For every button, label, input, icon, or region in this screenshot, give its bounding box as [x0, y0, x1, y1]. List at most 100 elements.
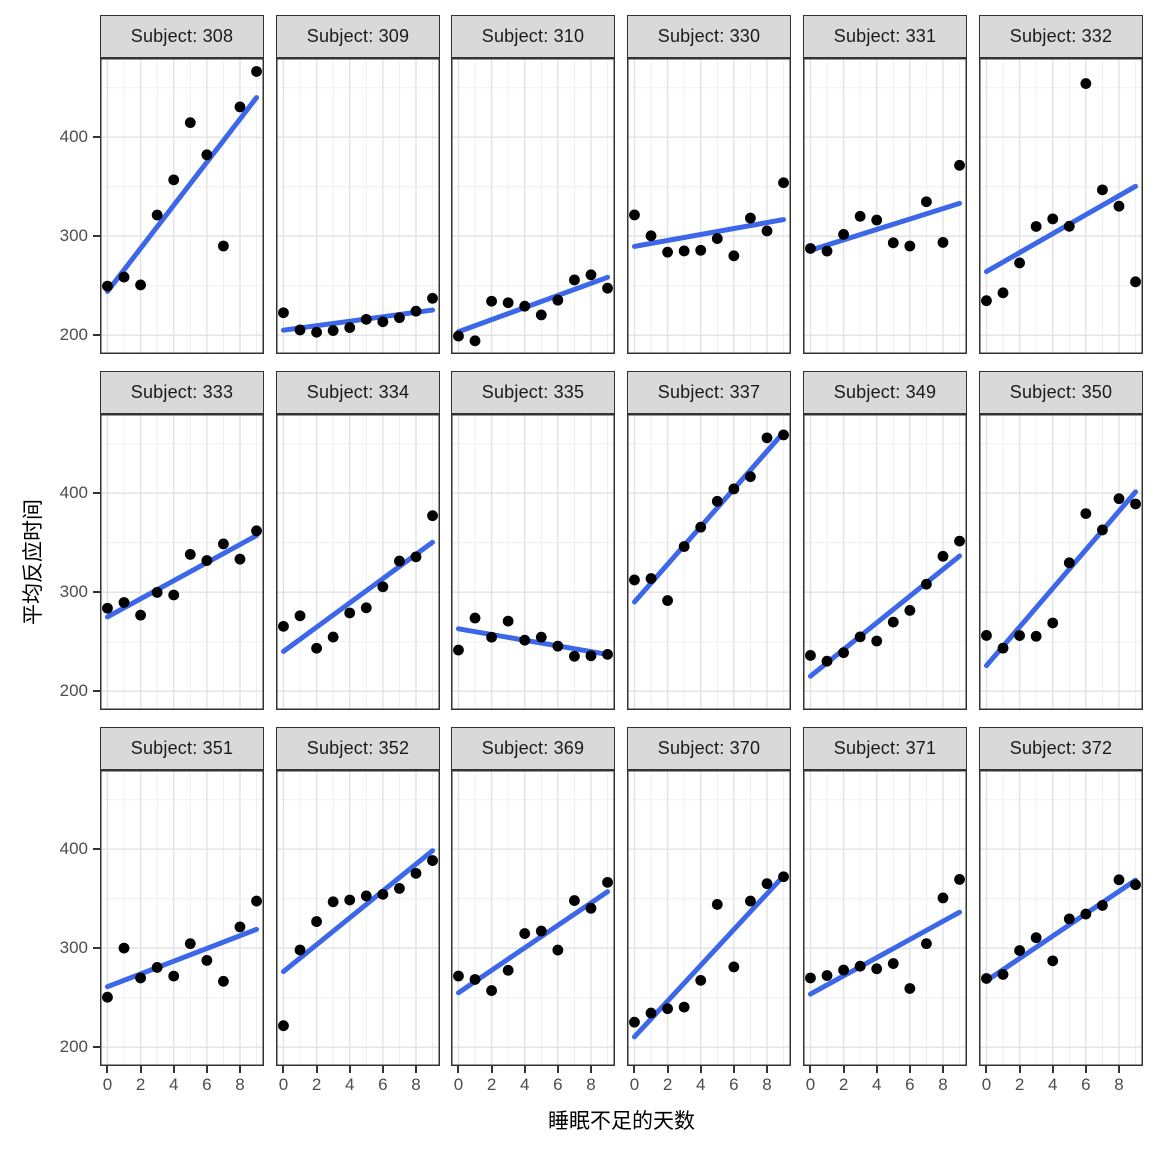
data-point	[394, 883, 405, 894]
data-point	[1097, 524, 1108, 536]
data-point	[838, 647, 849, 659]
data-point	[602, 876, 613, 888]
x-tick-mark	[172, 1066, 175, 1073]
facet-strip: Subject: 335	[451, 371, 615, 414]
x-tick-mark	[842, 1066, 845, 1073]
data-point	[1047, 955, 1059, 967]
data-point	[469, 612, 481, 624]
data-point	[711, 899, 723, 910]
facet-panel	[803, 58, 967, 354]
data-point	[184, 938, 196, 950]
data-point	[1014, 630, 1025, 641]
x-tick-label: 2	[135, 1075, 146, 1094]
data-point	[1014, 945, 1025, 956]
data-point	[118, 271, 130, 283]
data-point	[645, 1007, 657, 1019]
data-point	[887, 616, 899, 628]
y-tick-label: 200	[59, 681, 88, 701]
data-point	[360, 313, 372, 325]
data-point	[102, 280, 113, 292]
data-point	[887, 237, 899, 249]
data-point	[645, 230, 657, 242]
data-point	[1097, 900, 1108, 911]
facet-strip: Subject: 333	[100, 371, 264, 414]
y-tick-mark	[93, 334, 100, 337]
y-tick-label: 300	[59, 938, 88, 958]
x-tick-label: 6	[378, 1075, 388, 1094]
y-axis-title: 平均反应时间	[22, 499, 45, 625]
facet-strip: Subject: 309	[276, 15, 440, 58]
data-point	[427, 855, 438, 866]
regression-line	[631, 873, 787, 1040]
x-tick-mark	[315, 1066, 318, 1073]
facet-panel	[451, 58, 615, 354]
regression-line	[983, 489, 1139, 669]
facet-strip: Subject: 337	[627, 371, 791, 414]
data-point	[937, 237, 949, 248]
data-point	[1113, 874, 1125, 886]
x-tick-label: 6	[1081, 1075, 1091, 1094]
data-point	[410, 305, 422, 317]
facet-panel	[276, 414, 440, 710]
data-point	[937, 550, 949, 562]
data-point	[102, 991, 113, 1003]
data-point	[921, 578, 932, 590]
panel-background	[803, 770, 967, 1066]
regression-line	[104, 532, 260, 620]
data-point	[1130, 879, 1141, 891]
data-point	[981, 295, 992, 307]
data-point	[1113, 200, 1125, 212]
panel-background	[276, 58, 440, 354]
data-point	[838, 964, 849, 976]
data-point	[871, 963, 883, 975]
data-point	[778, 177, 789, 189]
x-tick-mark	[282, 1066, 285, 1073]
panel-border	[979, 414, 1143, 710]
x-tick-mark	[1117, 1066, 1120, 1073]
facet-panel	[451, 770, 615, 1066]
data-point	[728, 483, 740, 495]
data-point	[344, 607, 356, 619]
data-point	[728, 961, 740, 973]
y-tick-label: 400	[59, 483, 88, 503]
x-tick-mark	[875, 1066, 878, 1073]
facet-strip: Subject: 352	[276, 727, 440, 770]
data-point	[838, 229, 849, 240]
data-point	[778, 871, 789, 883]
data-point	[394, 312, 405, 324]
data-point	[218, 538, 229, 550]
regression-line	[104, 926, 260, 990]
data-point	[327, 896, 339, 908]
regression-line	[455, 889, 611, 996]
data-point	[427, 510, 438, 522]
x-tick-label: 4	[1047, 1075, 1058, 1094]
panel-border	[627, 414, 791, 710]
data-point	[184, 548, 196, 560]
regression-line	[280, 848, 436, 975]
facet-panel	[627, 770, 791, 1066]
facet-strip-label: Subject: 337	[657, 382, 761, 402]
data-point	[821, 655, 833, 667]
data-point	[761, 225, 773, 237]
x-tick-mark	[732, 1066, 735, 1073]
panel-border	[100, 414, 264, 710]
data-point	[904, 240, 916, 252]
x-tick-label: 0	[278, 1075, 289, 1094]
data-point	[311, 916, 322, 927]
data-point	[394, 555, 405, 567]
regression-line	[631, 217, 787, 249]
data-point	[761, 432, 773, 444]
data-point	[1130, 276, 1141, 288]
data-point	[954, 873, 965, 885]
x-tick-mark	[1051, 1066, 1054, 1073]
data-point	[311, 326, 322, 338]
x-tick-label: 6	[202, 1075, 212, 1094]
y-tick-mark	[93, 947, 100, 950]
facet-panel	[100, 770, 264, 1066]
data-point	[168, 970, 180, 982]
data-point	[1113, 493, 1125, 505]
panel-border	[979, 770, 1143, 1066]
regression-line	[631, 429, 787, 605]
y-tick-mark	[93, 1046, 100, 1049]
data-point	[519, 300, 531, 312]
